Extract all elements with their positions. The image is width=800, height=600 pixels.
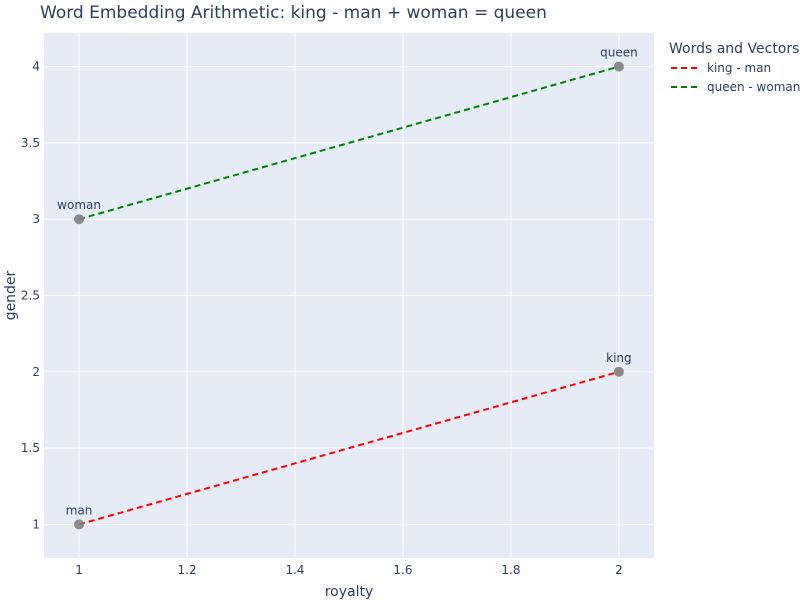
legend-title: Words and Vectors [669,41,799,57]
y-tick-label: 1 [32,517,40,531]
legend-items: king - man queen - woman [671,61,800,94]
point-label-king: king [606,351,632,365]
x-axis-title: royalty [325,584,374,600]
y-tick-label: 3 [32,212,40,226]
x-tick-label: 1.4 [285,563,304,577]
y-tick-label: 2 [32,365,40,379]
y-axis-title: gender [3,270,19,320]
legend: Words and Vectors king - man queen - woma… [669,41,800,94]
y-tick-label: 2.5 [21,289,40,303]
y-tick-label: 3.5 [21,136,40,150]
x-tick-label: 1 [75,563,83,577]
point-label-woman: woman [57,198,101,212]
x-tick-label: 1.6 [393,563,412,577]
x-tick-label: 2 [615,563,623,577]
y-tick-label: 4 [32,60,40,74]
point-king [613,366,624,377]
series-line-2 [78,65,620,221]
x-axis-ticks: 1 1.2 1.4 1.6 1.8 2 [75,563,622,577]
y-axis-ticks: 1 1.5 2 2.5 3 3.5 4 [21,60,40,532]
legend-item-label: king - man [707,61,771,75]
data-points: man king woman queen [57,46,638,530]
point-label-queen: queen [600,46,638,60]
point-woman [74,214,85,225]
chart-title: Word Embedding Arithmetic: king - man + … [40,3,547,23]
x-tick-label: 1.2 [178,563,197,577]
series-line-1 [78,370,620,526]
x-tick-label: 1.8 [501,563,520,577]
point-queen [613,61,624,72]
y-tick-label: 1.5 [21,441,40,455]
grid [44,33,654,558]
legend-item-label: queen - woman [707,80,800,94]
point-man [74,519,85,530]
point-label-man: man [66,503,93,517]
series-lines [78,65,620,526]
